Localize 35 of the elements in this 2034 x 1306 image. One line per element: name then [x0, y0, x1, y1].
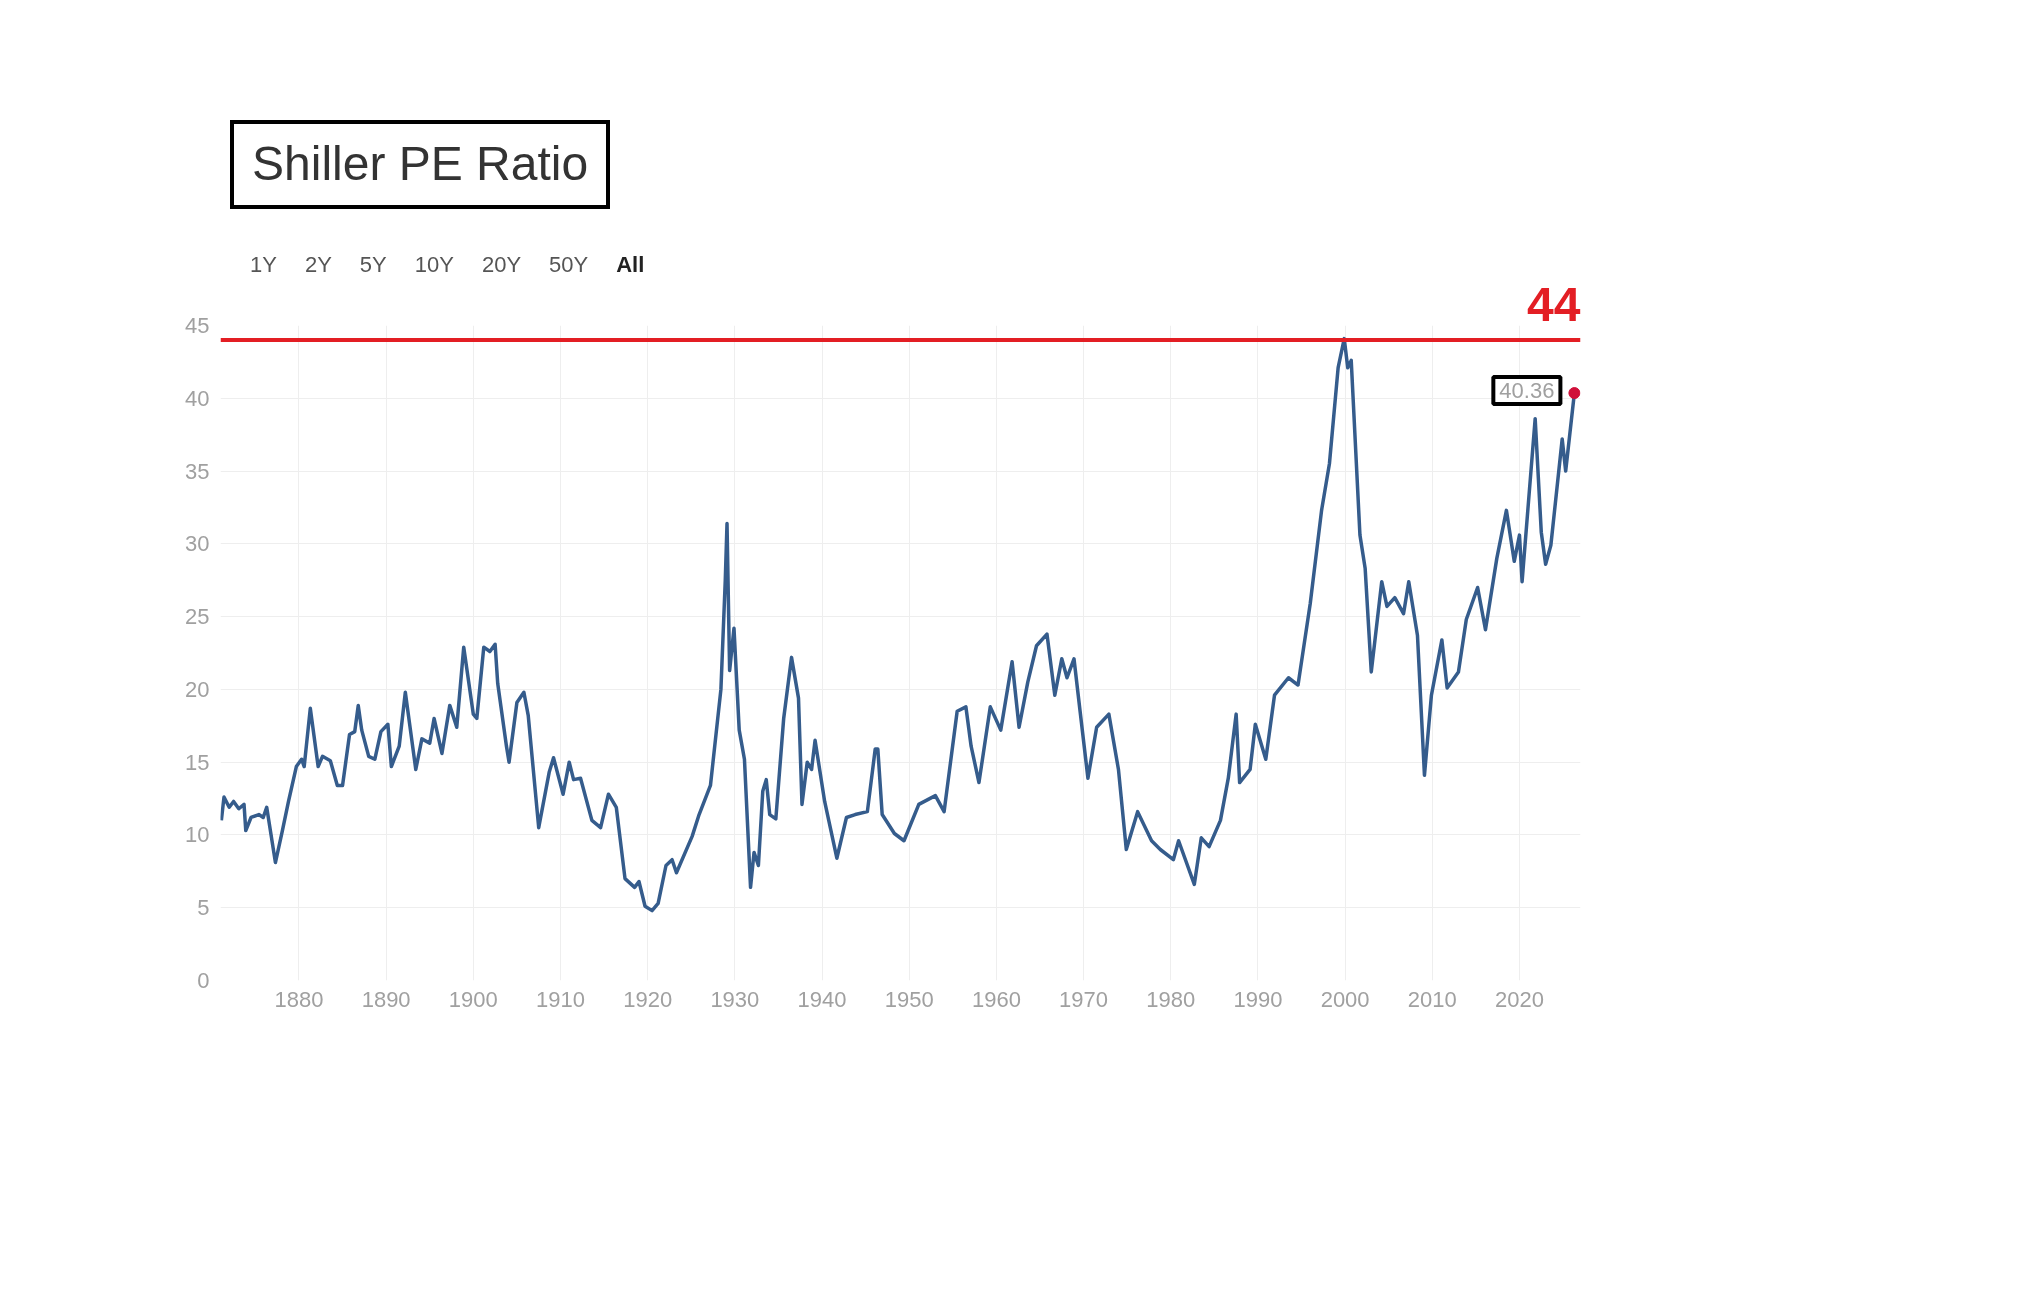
- y-tick-label: 15: [185, 749, 210, 775]
- x-tick-label: 1970: [1059, 986, 1109, 1012]
- x-tick-label: 1960: [971, 986, 1021, 1012]
- y-tick-label: 45: [185, 312, 210, 338]
- text: 5Y: [359, 251, 387, 277]
- x-tick-label: 1990: [1233, 986, 1283, 1012]
- chart-title: Shiller PE Ratio: [252, 136, 589, 192]
- x-tick-label: 1980: [1146, 986, 1196, 1012]
- ref-line-label: 44: [1527, 277, 1581, 331]
- text: 50Y: [549, 251, 589, 277]
- y-tick-label: 25: [185, 604, 210, 630]
- y-tick-label: 0: [197, 967, 210, 993]
- y-tick-label: 40: [185, 385, 210, 411]
- text: All: [616, 251, 645, 277]
- x-tick-label: 2000: [1320, 986, 1370, 1012]
- x-tick-label: 1900: [448, 986, 498, 1012]
- text: 10Y: [414, 251, 454, 277]
- x-tick-label: 1930: [710, 986, 760, 1012]
- x-tick-label: 2020: [1495, 986, 1544, 1012]
- x-tick-label: 1950: [884, 986, 934, 1012]
- x-tick-label: 1910: [536, 986, 585, 1012]
- y-tick-label: 5: [197, 895, 210, 921]
- y-tick-label: 10: [185, 822, 210, 848]
- annotation: 40.36: [1499, 378, 1555, 404]
- text: 1Y: [250, 251, 277, 277]
- x-tick-label: 1920: [623, 986, 673, 1012]
- y-tick-label: 20: [185, 676, 210, 702]
- y-tick-label: 30: [185, 531, 210, 557]
- x-tick-label: 1880: [274, 986, 324, 1012]
- y-tick-label: 35: [185, 458, 210, 484]
- x-tick-label: 1890: [361, 986, 411, 1012]
- text: 2Y: [304, 251, 332, 277]
- x-tick-label: 1940: [797, 986, 847, 1012]
- text: 20Y: [481, 251, 522, 277]
- x-tick-label: 2010: [1407, 986, 1457, 1012]
